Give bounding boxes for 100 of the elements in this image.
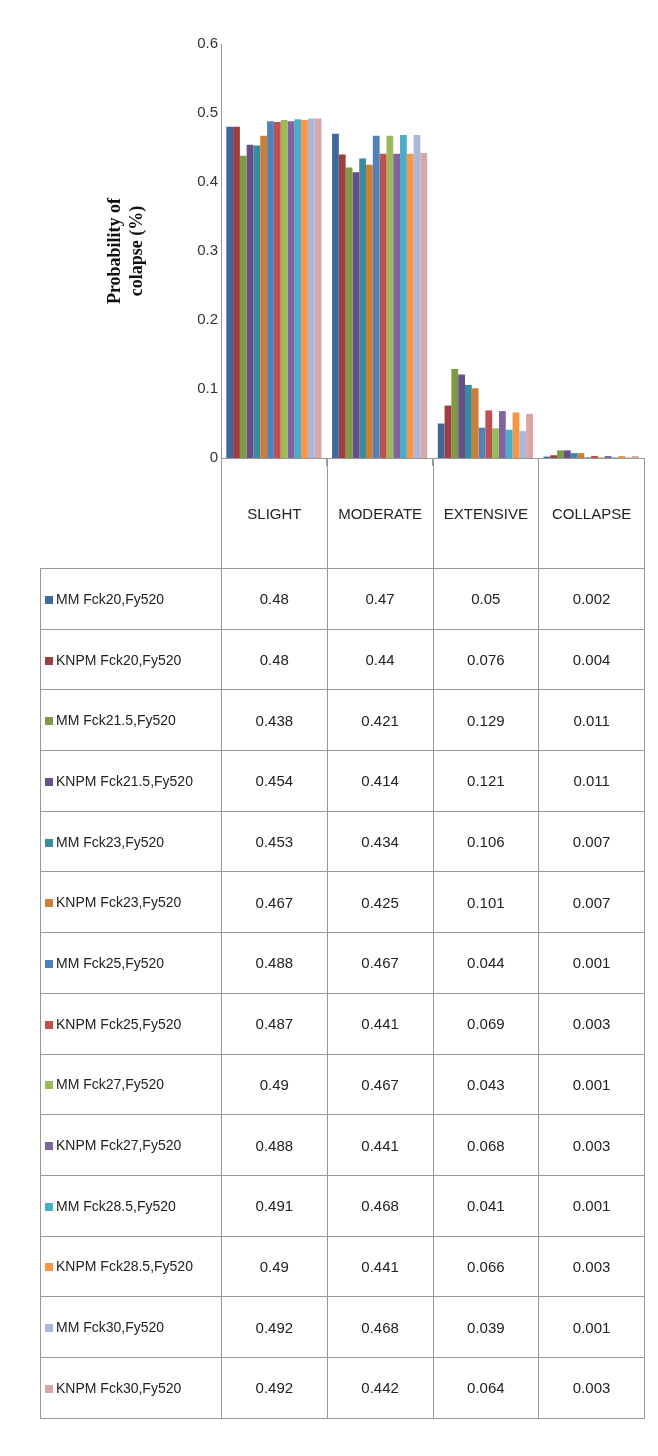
bar bbox=[557, 450, 564, 458]
data-label: 0.492 bbox=[221, 1357, 328, 1419]
bar bbox=[393, 153, 401, 458]
data-label: 0.48 bbox=[221, 629, 328, 690]
y-tick-label: 0.3 bbox=[197, 241, 218, 259]
data-label: 0.49 bbox=[221, 1236, 328, 1297]
legend-label: KNPM Fck28.5,Fy520 bbox=[40, 1236, 222, 1297]
data-label: 0.002 bbox=[538, 568, 645, 630]
data-label: 0.441 bbox=[327, 1236, 433, 1297]
bar bbox=[498, 411, 506, 458]
bar bbox=[406, 153, 414, 458]
bar bbox=[526, 413, 533, 458]
data-label: 0.425 bbox=[327, 871, 433, 933]
data-label: 0.467 bbox=[327, 932, 433, 994]
y-axis-title: Probability of colapse (%) bbox=[104, 196, 148, 305]
bar bbox=[267, 121, 274, 458]
data-label: 0.47 bbox=[327, 568, 433, 630]
y-tick-label: 0.2 bbox=[197, 310, 218, 328]
y-tick-label: 0.5 bbox=[197, 103, 218, 121]
bar bbox=[591, 455, 598, 458]
bar bbox=[563, 450, 571, 458]
x-tick-label: EXTENSIVE bbox=[433, 458, 539, 569]
x-tick-label: COLLAPSE bbox=[538, 458, 645, 569]
data-label: 0.069 bbox=[433, 993, 539, 1054]
data-label: 0.487 bbox=[221, 993, 328, 1054]
y-tick-label: 0.6 bbox=[197, 34, 218, 52]
x-tick-label: SLIGHT bbox=[221, 458, 328, 569]
bar bbox=[239, 155, 247, 458]
legend-label: KNPM Fck30,Fy520 bbox=[40, 1357, 222, 1419]
data-label: 0.129 bbox=[433, 689, 539, 751]
bar bbox=[505, 429, 513, 458]
bar bbox=[485, 410, 493, 458]
data-label: 0.453 bbox=[221, 811, 328, 872]
bar bbox=[458, 374, 465, 458]
data-label: 0.49 bbox=[221, 1054, 328, 1115]
data-label: 0.011 bbox=[538, 689, 645, 751]
bar bbox=[233, 126, 240, 458]
legend-label: MM Fck25,Fy520 bbox=[40, 932, 222, 994]
data-label: 0.442 bbox=[327, 1357, 433, 1419]
legend-label: MM Fck27,Fy520 bbox=[40, 1054, 222, 1115]
data-label: 0.007 bbox=[538, 811, 645, 872]
data-label: 0.003 bbox=[538, 1236, 645, 1297]
data-label: 0.001 bbox=[538, 1175, 645, 1237]
data-label: 0.492 bbox=[221, 1296, 328, 1358]
data-label: 0.011 bbox=[538, 750, 645, 812]
data-label: 0.421 bbox=[327, 689, 433, 751]
data-label: 0.041 bbox=[433, 1175, 539, 1237]
bar bbox=[492, 428, 499, 458]
legend-label: KNPM Fck20,Fy520 bbox=[40, 629, 222, 690]
data-label: 0.064 bbox=[433, 1357, 539, 1419]
bar bbox=[451, 368, 459, 458]
data-label: 0.48 bbox=[221, 568, 328, 630]
bar bbox=[386, 135, 394, 458]
data-label: 0.066 bbox=[433, 1236, 539, 1297]
bar bbox=[287, 121, 295, 458]
bar bbox=[604, 455, 612, 458]
data-label: 0.488 bbox=[221, 932, 328, 994]
data-label: 0.467 bbox=[221, 871, 328, 933]
data-label: 0.438 bbox=[221, 689, 328, 751]
bar bbox=[420, 153, 428, 458]
x-tick-label: MODERATE bbox=[327, 458, 433, 569]
data-label: 0.441 bbox=[327, 993, 433, 1054]
data-label: 0.004 bbox=[538, 629, 645, 690]
legend-label: KNPM Fck23,Fy520 bbox=[40, 871, 222, 933]
data-label: 0.414 bbox=[327, 750, 433, 812]
bar bbox=[464, 384, 472, 458]
data-label: 0.434 bbox=[327, 811, 433, 872]
data-label: 0.441 bbox=[327, 1114, 433, 1176]
y-tick-label: 0 bbox=[209, 448, 218, 466]
data-label: 0.076 bbox=[433, 629, 539, 690]
data-label: 0.007 bbox=[538, 871, 645, 933]
data-label: 0.039 bbox=[433, 1296, 539, 1358]
data-label: 0.101 bbox=[433, 871, 539, 933]
bar bbox=[372, 135, 380, 458]
bar bbox=[260, 135, 268, 458]
legend-label: MM Fck30,Fy520 bbox=[40, 1296, 222, 1358]
bar bbox=[519, 431, 527, 458]
bar bbox=[338, 154, 346, 458]
bar bbox=[366, 164, 373, 458]
bar bbox=[332, 133, 339, 458]
bar bbox=[359, 158, 367, 458]
y-tick-label: 0.4 bbox=[197, 172, 218, 190]
bar bbox=[631, 455, 639, 458]
data-label: 0.454 bbox=[221, 750, 328, 812]
bar bbox=[294, 119, 302, 458]
data-label: 0.106 bbox=[433, 811, 539, 872]
bar bbox=[618, 455, 626, 458]
legend-label: MM Fck28.5,Fy520 bbox=[40, 1175, 222, 1237]
data-label: 0.001 bbox=[538, 1296, 645, 1358]
data-label: 0.121 bbox=[433, 750, 539, 812]
legend-label: MM Fck20,Fy520 bbox=[40, 568, 222, 630]
bar bbox=[253, 145, 261, 458]
legend-label: KNPM Fck25,Fy520 bbox=[40, 993, 222, 1054]
data-label: 0.043 bbox=[433, 1054, 539, 1115]
legend-label: KNPM Fck27,Fy520 bbox=[40, 1114, 222, 1176]
bar bbox=[307, 118, 315, 458]
data-label: 0.488 bbox=[221, 1114, 328, 1176]
data-label: 0.468 bbox=[327, 1296, 433, 1358]
data-label: 0.05 bbox=[433, 568, 539, 630]
bar bbox=[352, 172, 360, 458]
